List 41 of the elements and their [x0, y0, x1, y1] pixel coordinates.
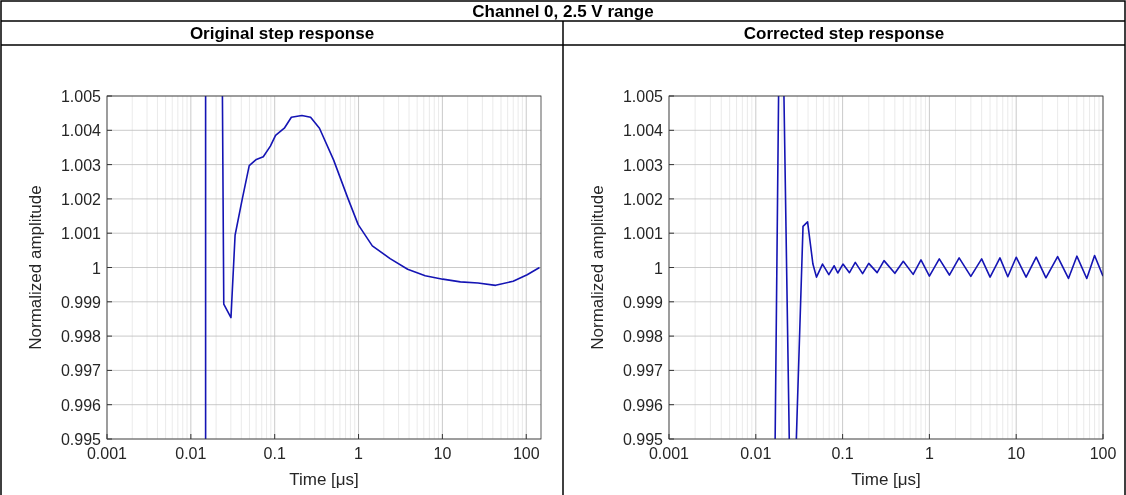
y-tick-label: 1.001: [622, 225, 664, 243]
y-tick-label: 1.002: [60, 190, 102, 208]
x-tick-label: 0.001: [86, 445, 128, 462]
x-tick-label: 0.01: [740, 445, 772, 462]
y-tick-label: 0.998: [622, 328, 664, 346]
x-tick-label: 0.1: [263, 445, 286, 462]
y-tick-label: 1.001: [60, 225, 102, 243]
y-tick-label: 1: [92, 259, 102, 277]
x-axis-title: Time [μs]: [289, 470, 359, 489]
y-tick-label: 0.996: [60, 396, 102, 414]
y-tick-label: 0.997: [60, 362, 102, 380]
y-tick-label: 0.998: [60, 328, 102, 346]
x-tick-label: 100: [1089, 445, 1117, 462]
x-tick-label: 0.001: [648, 445, 690, 462]
chart-title: Original step response: [189, 24, 375, 43]
y-tick-label: 0.996: [622, 396, 664, 414]
x-tick-label: 10: [1007, 445, 1026, 462]
y-tick-label: 1: [654, 259, 664, 277]
y-tick-label: 1.005: [622, 88, 664, 105]
y-axis-title: Normalized amplitude: [588, 185, 607, 350]
text: Channel 0, 2.5 V range: [472, 2, 654, 21]
y-tick-label: 0.997: [622, 362, 664, 380]
y-tick-label: 1.004: [60, 122, 102, 140]
y-tick-label: 1.004: [622, 122, 664, 140]
x-tick-label: 100: [512, 445, 540, 462]
x-tick-label: 1: [354, 445, 364, 462]
y-tick-label: 1.002: [622, 190, 664, 208]
y-tick-label: 1.003: [622, 156, 664, 174]
y-tick-label: 0.999: [60, 293, 102, 311]
x-tick-label: 1: [924, 445, 934, 462]
y-tick-label: 0.995: [60, 431, 102, 448]
x-tick-label: 0.1: [831, 445, 854, 462]
y-tick-label: 1.005: [60, 88, 102, 105]
x-tick-label: 0.01: [175, 445, 207, 462]
x-tick-label: 10: [433, 445, 452, 462]
y-tick-label: 0.995: [622, 431, 664, 448]
x-axis-title: Time [μs]: [851, 470, 921, 489]
y-tick-label: 0.999: [622, 293, 664, 311]
y-axis-title: Normalized amplitude: [26, 185, 45, 350]
chart-title: Corrected step response: [743, 24, 945, 43]
y-tick-label: 1.003: [60, 156, 102, 174]
